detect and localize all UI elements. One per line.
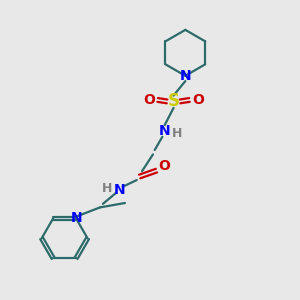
- Text: N: N: [179, 69, 191, 83]
- Text: O: O: [143, 93, 155, 107]
- Text: H: H: [172, 127, 182, 140]
- Text: S: S: [168, 92, 180, 110]
- Text: N: N: [159, 124, 170, 138]
- Text: O: O: [158, 159, 170, 173]
- Text: H: H: [101, 182, 112, 195]
- Text: N: N: [70, 212, 82, 225]
- Text: N: N: [113, 183, 125, 197]
- Text: O: O: [192, 93, 204, 107]
